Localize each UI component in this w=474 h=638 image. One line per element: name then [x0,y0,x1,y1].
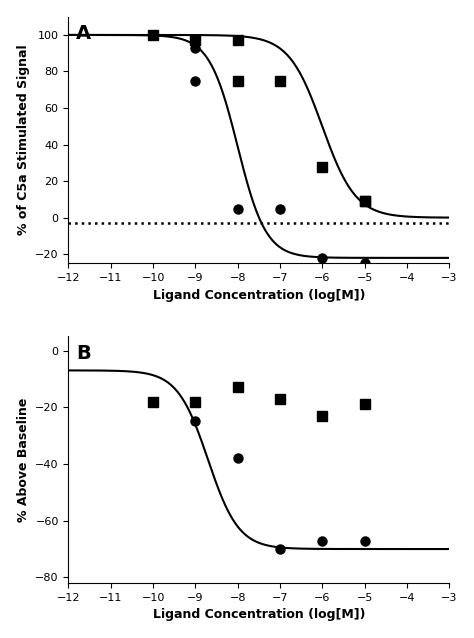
X-axis label: Ligand Concentration (log[M]): Ligand Concentration (log[M]) [153,609,365,621]
Text: A: A [76,24,91,43]
X-axis label: Ligand Concentration (log[M]): Ligand Concentration (log[M]) [153,288,365,302]
Text: B: B [76,344,91,363]
Y-axis label: % of C5a Stimulated Signal: % of C5a Stimulated Signal [17,45,30,235]
Y-axis label: % Above Baseline: % Above Baseline [17,397,30,522]
